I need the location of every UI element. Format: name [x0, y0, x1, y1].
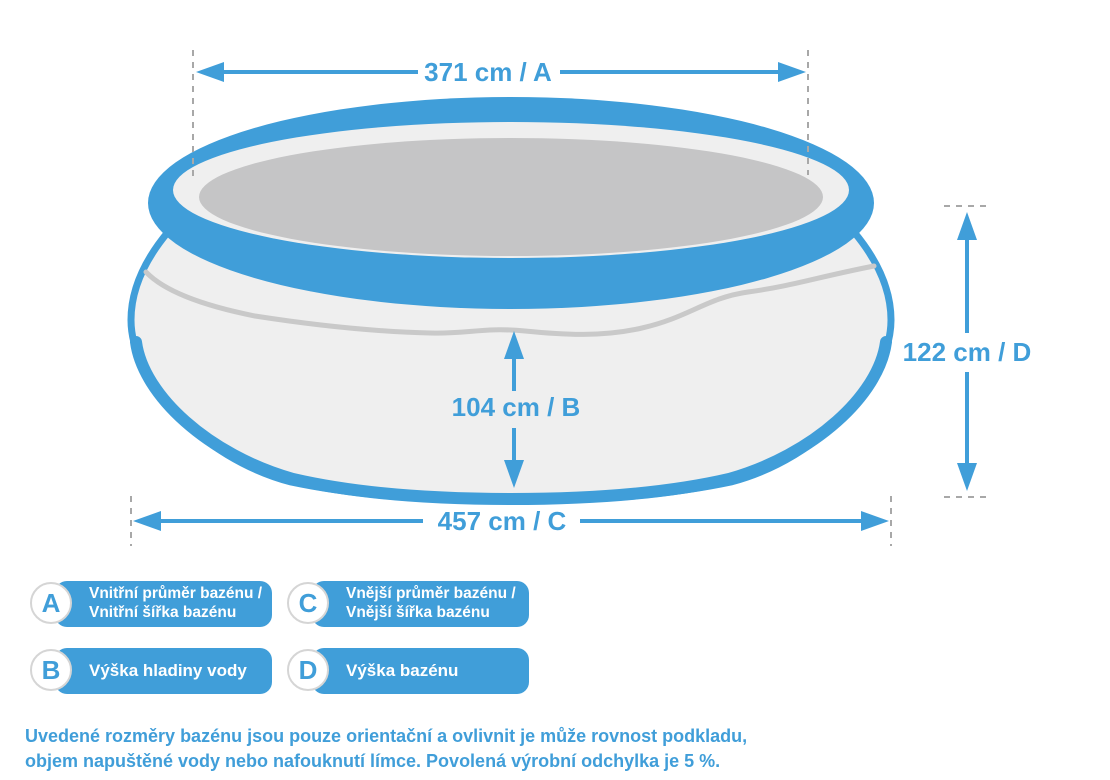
legend-item-b: B Výška hladiny vody	[30, 648, 272, 694]
dimension-label-d: 122 cm / D	[903, 337, 1032, 367]
footer-note-line1: Uvedené rozměry bazénu jsou pouze orient…	[25, 726, 748, 746]
legend-item-a: A Vnitřní průměr bazénu / Vnitřní šířka …	[30, 581, 272, 627]
legend-badge-c: C	[287, 582, 329, 624]
dimension-label-c: 457 cm / C	[438, 506, 567, 536]
legend-pill-d: Výška bazénu	[312, 648, 529, 694]
legend-label-d-line1: Výška bazénu	[346, 660, 459, 680]
legend-label-c-line2: Vnější šířka bazénu	[346, 604, 490, 621]
legend-label-a-line2: Vnitřní šířka bazénu	[89, 604, 237, 621]
footer-note: Uvedené rozměry bazénu jsou pouze orient…	[25, 724, 785, 774]
legend-item-d: D Výška bazénu	[287, 648, 529, 694]
legend-badge-a: A	[30, 582, 72, 624]
diagram-canvas: 371 cm / A 122 cm / D 104 cm / B	[127, 50, 1032, 546]
water-level-line	[143, 263, 877, 337]
dimension-label-a: 371 cm / A	[424, 57, 552, 87]
dimension-arrow-pool-height: 122 cm / D	[903, 205, 1032, 498]
dimension-arrow-inner-diameter: 371 cm / A	[192, 50, 809, 178]
legend-item-c: C Vnější průměr bazénu / Vnější šířka ba…	[287, 581, 529, 627]
legend-pill-c: Vnější průměr bazénu / Vnější šířka bazé…	[312, 581, 529, 627]
pool-interior	[199, 138, 823, 256]
dimension-arrow-outer-diameter: 457 cm / C	[130, 496, 892, 546]
pool-illustration	[127, 97, 895, 506]
legend-label-b-line1: Výška hladiny vody	[89, 660, 247, 680]
legend-badge-d: D	[287, 649, 329, 691]
footer-note-line2: objem napuštěné vody nebo nafouknutí lím…	[25, 751, 721, 771]
dimension-label-b: 104 cm / B	[452, 392, 581, 422]
legend-badge-b: B	[30, 649, 72, 691]
legend-label-a-line1: Vnitřní průměr bazénu /	[89, 585, 263, 603]
dimension-arrow-water-height: 104 cm / B	[452, 331, 581, 488]
legend-pill-b: Výška hladiny vody	[55, 648, 272, 694]
pool-bottom-rim	[130, 336, 892, 506]
legend-pill-a: Vnitřní průměr bazénu / Vnitřní šířka ba…	[55, 581, 272, 627]
legend-label-c-line1: Vnější průměr bazénu /	[346, 585, 516, 603]
